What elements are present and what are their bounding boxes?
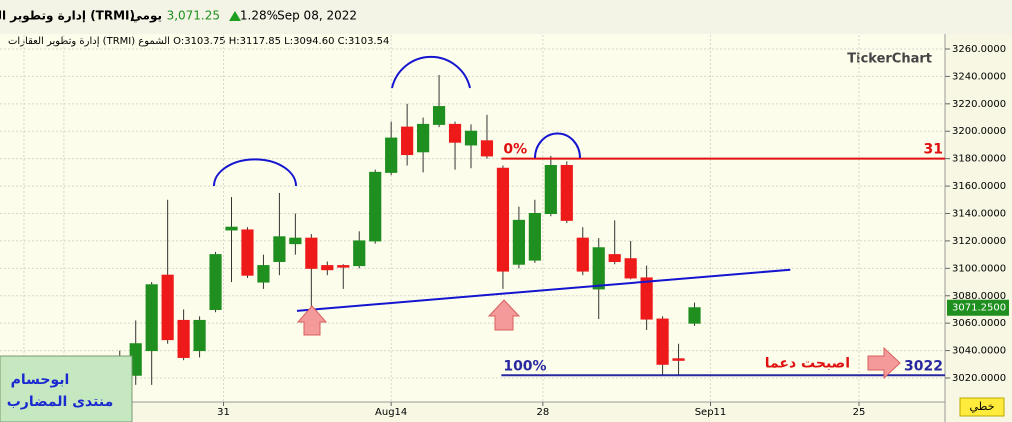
header-bar [0,0,1012,34]
y-tick-label: 3080.0000 [952,291,1006,302]
candle-body [177,319,190,358]
y-tick-label: 3020.0000 [952,373,1006,384]
y-tick-label: 3260.0000 [952,44,1006,55]
x-tick-label: Sep11 [695,407,727,418]
candle-body [512,219,525,265]
candle-body [353,240,366,267]
date: Sep 08, 2022 [277,9,357,23]
last-price-label: 3071.2500 [952,303,1006,314]
candle-body [209,254,222,310]
candle-body [656,318,669,365]
arc [534,132,581,159]
x-tick-label: 25 [853,407,866,418]
candle-body [640,277,653,320]
author-name: ابوحسام [11,372,70,388]
candle-body [385,137,398,173]
author-forum: منتدى المضارب [7,394,114,410]
candle-body [464,130,478,146]
x-axis-area [0,402,945,422]
candle-body [321,265,334,271]
y-tick-label: 3120.0000 [952,236,1006,247]
candle-body [560,165,573,221]
author-box [0,355,133,422]
y-tick-label: 3040.0000 [952,346,1006,357]
up-arrow [229,11,241,21]
level-end-label: 31 [924,142,943,158]
chart-style-button[interactable] [959,397,1005,417]
price: 3,071.25 [167,9,220,23]
candle-body [544,165,557,214]
level-label: 100% [503,358,546,374]
candle-body [672,358,685,361]
level-end-label: 3022 [904,358,943,374]
arrow-up [487,299,521,331]
x-tick-label: 28 [536,407,549,418]
candle-body [608,254,621,262]
level-label: 0% [503,142,527,158]
y-tick-label: 3200.0000 [952,126,1006,137]
candle-body [448,123,462,143]
y-tick-label: 3060.0000 [952,318,1006,329]
y-axis-area [945,34,1012,422]
y-tick-label: 3220.0000 [952,99,1006,110]
candle-body [432,106,446,125]
candle-body [528,212,541,261]
arrow-right [867,346,901,380]
candle-body [273,236,286,262]
period: يومي [130,9,162,24]
arc [213,158,297,187]
candle-body [480,140,494,157]
candle-body [417,123,430,153]
candle-body [241,229,254,276]
candle-body [401,126,414,156]
title: إدارة وتطوير العقارات (TRMI) [0,9,135,24]
candle-body [289,237,302,245]
candle-body [193,319,206,352]
x-tick-label: Aug14 [375,407,407,418]
x-tick-label: 31 [217,407,230,418]
candle-body [257,265,270,283]
y-tick-label: 3160.0000 [952,181,1006,192]
candle-body [576,237,589,272]
candle-body [624,258,637,279]
y-tick-label: 3100.0000 [952,263,1006,274]
candle-body [369,171,382,242]
y-tick-label: 3180.0000 [952,154,1006,165]
arc [391,55,471,89]
subtitle: إدارة وتطوير العقارات (TRMI) الشموع O:31… [8,36,389,47]
y-tick-label: 3140.0000 [952,208,1006,219]
candle-body [305,237,318,269]
candle-body [161,274,174,341]
candle-body [496,167,510,272]
chart-style[interactable]: خطي [970,400,995,413]
y-tick-label: 3240.0000 [952,71,1006,82]
watermark: TickerChart [847,52,932,67]
change: 1.28% [240,9,278,23]
candle-body [688,307,701,324]
candle-body [337,265,350,268]
arrow-up [296,305,328,336]
candle-body [225,226,238,231]
note: اصبحت دعما [765,355,850,371]
trend-line [296,268,791,312]
candle-body [145,284,158,352]
candle-body [592,247,605,290]
last-price-box [947,299,1009,316]
